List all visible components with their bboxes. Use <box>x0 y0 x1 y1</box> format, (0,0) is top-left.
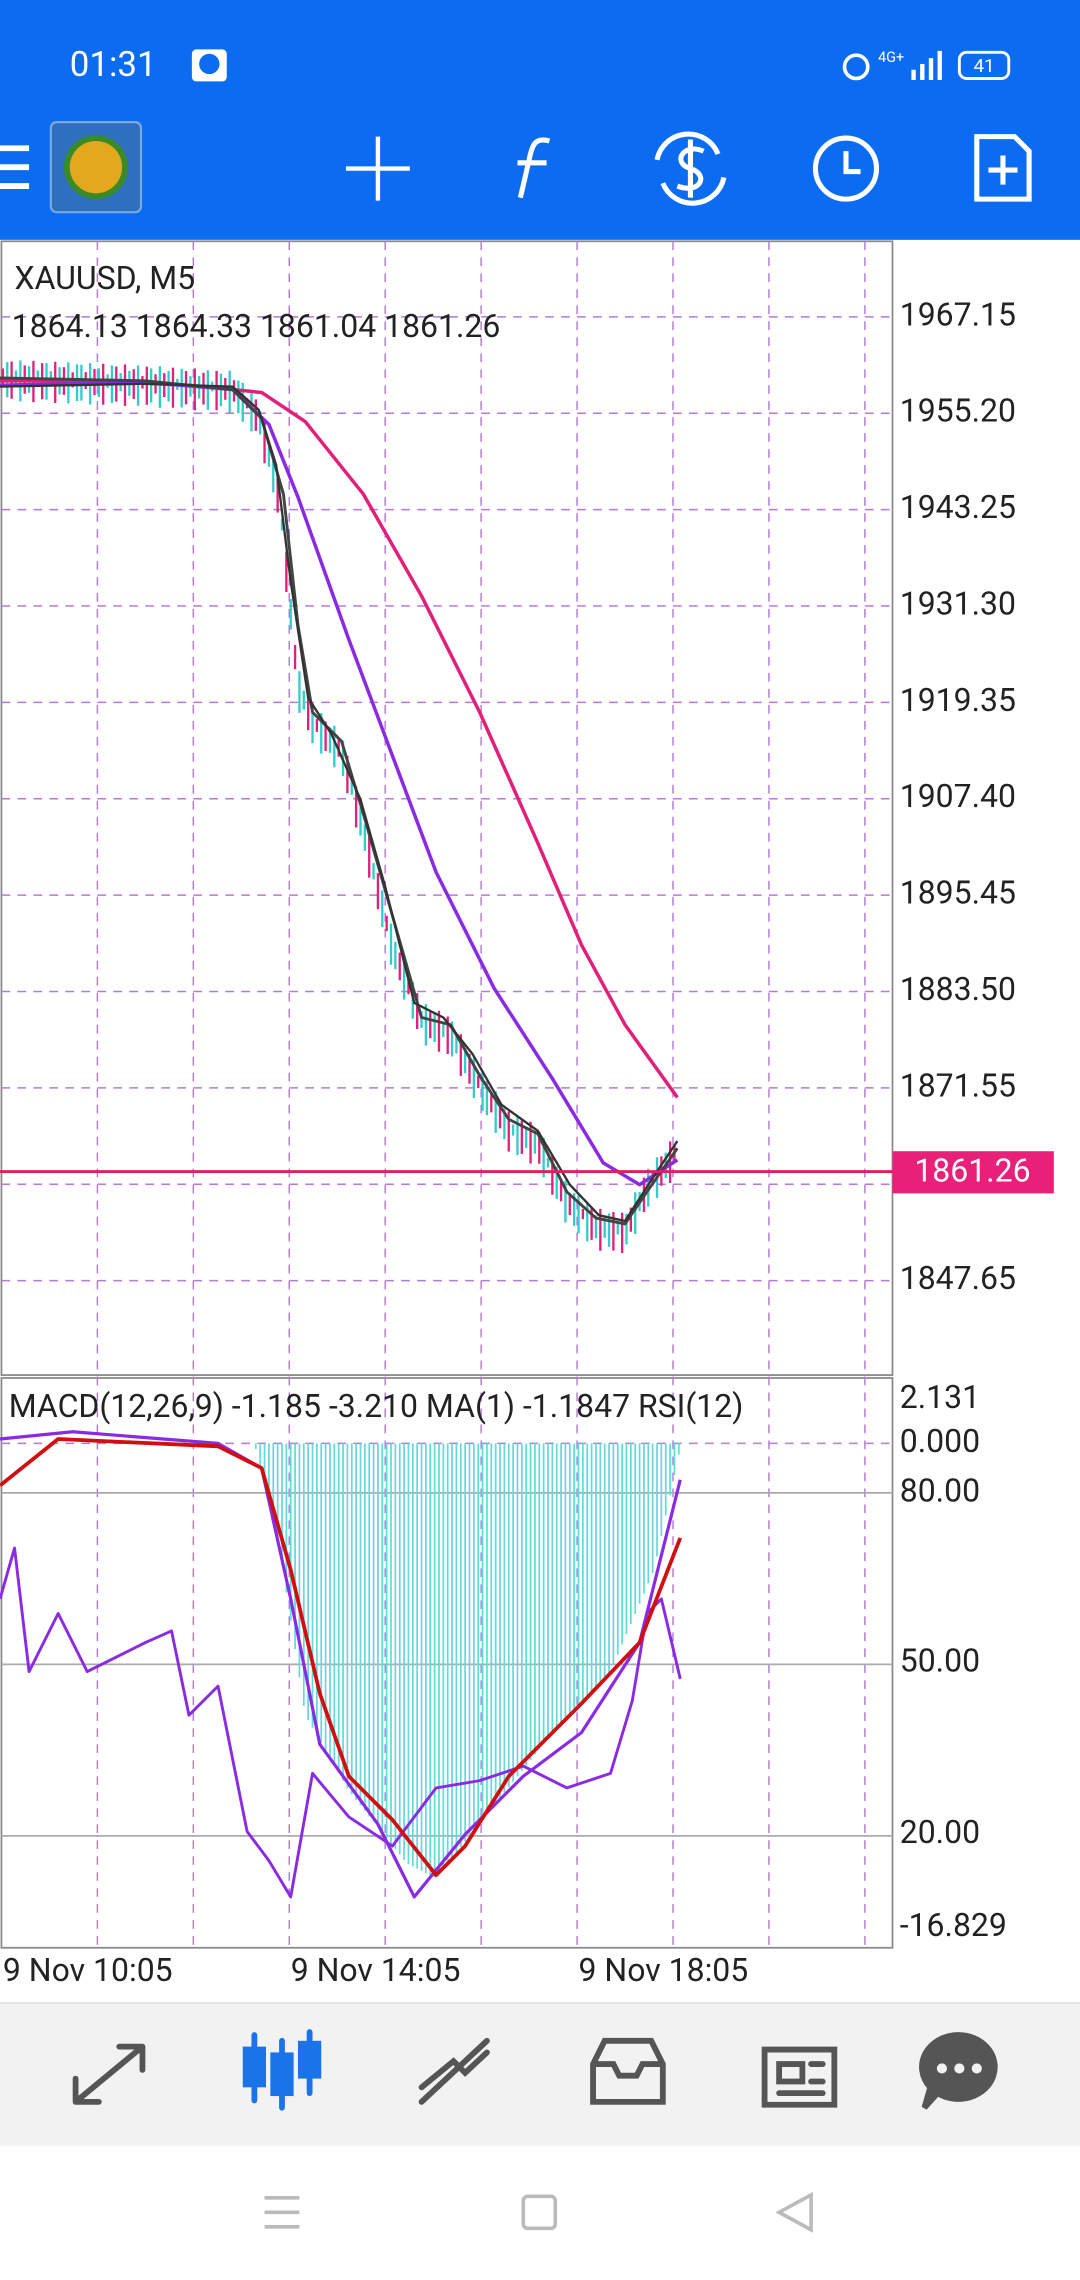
status-time: 01:31 <box>70 44 157 85</box>
battery-level: 41 <box>973 54 994 77</box>
indicator-tick-label: 50.00 <box>900 1641 980 1679</box>
price-tick-label: 1847.65 <box>900 1259 1016 1297</box>
indicator-tick-label: -16.829 <box>900 1906 1007 1944</box>
chart-tab-candle <box>297 2040 322 2079</box>
signal-bar <box>920 63 925 80</box>
app-bar <box>0 0 1080 240</box>
status-app-icon-globe <box>199 53 220 75</box>
macd-histogram <box>254 1443 680 1878</box>
time-label: 9 Nov 18:05 <box>579 1951 749 1989</box>
price-tick-label: 1943.25 <box>900 488 1016 526</box>
time-label: 9 Nov 10:05 <box>3 1951 173 1989</box>
system-nav <box>264 2191 813 2233</box>
ma-fast-2 <box>0 382 679 1223</box>
dot <box>954 2063 965 2074</box>
symbol-label: XAUUSD, M5 <box>15 259 196 297</box>
timeframe-button[interactable] <box>812 135 880 202</box>
network-type: 4G+ <box>878 49 904 66</box>
price-tick-label: 1931.30 <box>900 584 1016 622</box>
timeframe-hands <box>843 151 861 175</box>
price-tick-label: 1955.20 <box>900 392 1016 430</box>
indicators-button[interactable] <box>517 137 551 199</box>
current-price-label: 1861.26 <box>914 1151 1030 1189</box>
new-order-button[interactable] <box>974 134 1032 202</box>
dot <box>936 2063 948 2074</box>
dot <box>971 2063 982 2074</box>
indicator-axis: 2.131 0.000 80.00 50.00 20.00 -16.829 <box>900 1378 1007 1944</box>
scaled-root: 01:31 4G+ 41 <box>0 0 1080 2233</box>
price-tick-label: 1895.45 <box>900 874 1016 912</box>
price-axis: 1967.15 1955.20 1943.25 1931.30 1919.35 1907.… <box>900 295 1016 1297</box>
chart-tab-candle <box>270 2052 294 2097</box>
recents-button[interactable] <box>264 2195 300 2229</box>
chart-tab[interactable] <box>242 2029 322 2111</box>
indicator-label-clip: MACD(12,26,9) -1.185 -3.210 MA(1) -1.184… <box>9 1387 744 1425</box>
price-tick-label: 1919.35 <box>900 681 1016 719</box>
chart-tab-candle <box>242 2046 267 2088</box>
indicator-label: MACD(12,26,9) -1.185 -3.210 MA(1) -1.184… <box>9 1387 744 1425</box>
price-tick-label: 1871.55 <box>900 1066 1016 1104</box>
trade-button[interactable] <box>654 131 727 206</box>
current-price-box <box>892 1151 1054 1194</box>
status-icons: 4G+ 41 <box>842 49 1011 81</box>
time-label: 9 Nov 14:05 <box>291 1951 461 1989</box>
macd-line <box>0 1430 682 1899</box>
price-tick-label: 1907.40 <box>900 777 1016 815</box>
alarm-icon <box>842 53 870 81</box>
trade-tab[interactable] <box>418 2037 490 2105</box>
menu-button[interactable] <box>0 145 30 189</box>
news-tab[interactable] <box>761 2046 838 2108</box>
home-button[interactable] <box>521 2194 558 2231</box>
indicator-tick-label: 2.131 <box>900 1378 980 1416</box>
quotes-tab[interactable] <box>72 2043 146 2105</box>
signal-bar <box>928 58 934 80</box>
battery-icon <box>957 50 1011 80</box>
time-axis: 9 Nov 10:05 9 Nov 14:05 9 Nov 18:05 <box>3 1951 748 1989</box>
signal-line <box>0 1437 683 1877</box>
bottom-nav <box>0 2003 1080 2146</box>
grid <box>1 241 893 1948</box>
crosshair-button[interactable] <box>345 136 410 201</box>
signal-bar <box>937 50 942 80</box>
bottom-nav-icons <box>72 2029 998 2111</box>
indicator-tick-label: 80.00 <box>900 1471 980 1509</box>
ohlc-label: 1864.13 1864.33 1861.04 1861.26 <box>12 307 501 345</box>
back-button[interactable] <box>775 2191 813 2233</box>
mt4-logo-mark <box>63 135 128 200</box>
indicator-tick-label: 20.00 <box>900 1813 980 1851</box>
price-tick-label: 1967.15 <box>900 295 1016 333</box>
indicator-tick-label: 0.000 <box>900 1422 980 1460</box>
toolbar <box>0 121 1032 214</box>
rsi-line <box>0 1546 682 1899</box>
main-chart-frame[interactable] <box>0 240 894 1376</box>
price-tick-label: 1883.50 <box>900 970 1016 1008</box>
signal-bar <box>911 69 916 80</box>
moving-averages <box>0 376 679 1226</box>
history-tab[interactable] <box>590 2037 666 2105</box>
messages-dots <box>936 2063 982 2074</box>
indicator-lines <box>0 1430 683 1899</box>
